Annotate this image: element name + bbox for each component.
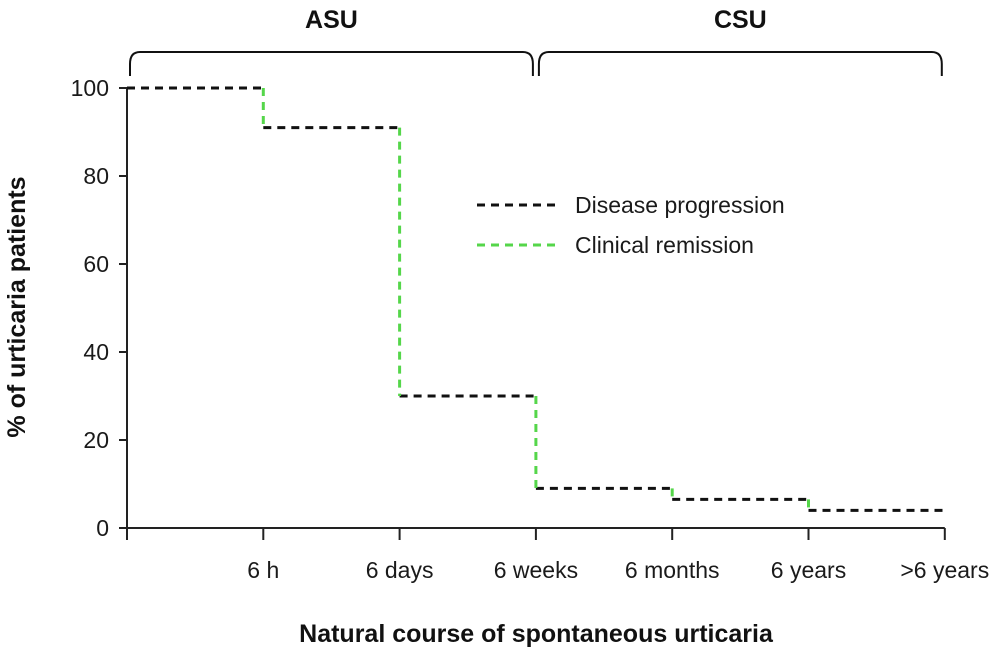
- x-tick-label: 6 weeks: [494, 557, 578, 583]
- legend-label: Disease progression: [575, 192, 785, 218]
- x-tick-label: 6 months: [625, 557, 720, 583]
- legend-label: Clinical remission: [575, 232, 754, 258]
- x-tick-label: >6 years: [900, 557, 989, 583]
- phase-label: ASU: [305, 6, 358, 34]
- x-tick-label: 6 days: [366, 557, 434, 583]
- y-tick-label: 0: [96, 515, 109, 541]
- y-tick-label: 80: [83, 163, 109, 189]
- x-axis-title: Natural course of spontaneous urticaria: [299, 620, 774, 648]
- phase-label: CSU: [714, 6, 767, 34]
- y-tick-label: 60: [83, 251, 109, 277]
- y-tick-label: 100: [71, 75, 109, 101]
- phase-bracket: [537, 51, 943, 76]
- axes: 0 20 40 60 80 100 6 h 6 days 6 weeks 6 months 6 ye…: [71, 75, 990, 583]
- phase-brackets: ASU CSU: [129, 6, 943, 76]
- y-axis-title: % of urticaria patients: [3, 176, 31, 437]
- x-tick-label: 6 years: [771, 557, 846, 583]
- y-tick-label: 40: [83, 339, 109, 365]
- legend: Disease progression Clinical remission: [477, 192, 785, 258]
- y-tick-label: 20: [83, 427, 109, 453]
- x-tick-label: 6 h: [247, 557, 279, 583]
- phase-bracket: [129, 51, 534, 76]
- series: [127, 86, 945, 512]
